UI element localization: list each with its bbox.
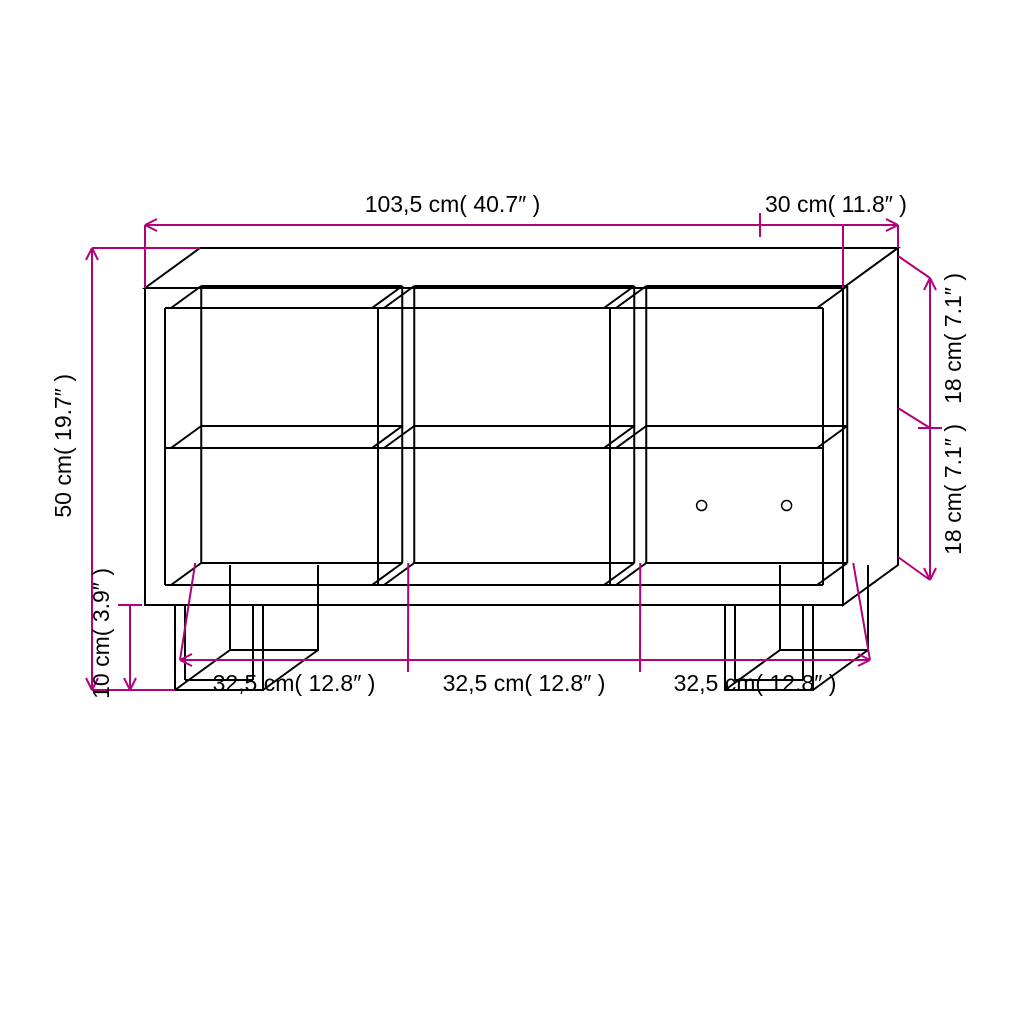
dim-height-label: 50 cm( 19.7″ ) bbox=[50, 374, 77, 518]
dim-depth-label: 30 cm( 11.8″ ) bbox=[765, 191, 907, 218]
diagram-svg bbox=[0, 0, 1024, 1024]
dim-width-label: 103,5 cm( 40.7″ ) bbox=[353, 191, 553, 218]
dim-leg-label: 10 cm( 3.9″ ) bbox=[88, 568, 115, 699]
dim-shelf1-label: 18 cm( 7.1″ ) bbox=[940, 273, 967, 404]
diagram-stage: 103,5 cm( 40.7″ ) 30 cm( 11.8″ ) 50 cm( … bbox=[0, 0, 1024, 1024]
dim-comp3-label: 32,5 cm( 12.8″ ) bbox=[655, 670, 855, 697]
dim-comp1-label: 32,5 cm( 12.8″ ) bbox=[194, 670, 394, 697]
dim-comp2-label: 32,5 cm( 12.8″ ) bbox=[424, 670, 624, 697]
dim-shelf2-label: 18 cm( 7.1″ ) bbox=[940, 424, 967, 555]
